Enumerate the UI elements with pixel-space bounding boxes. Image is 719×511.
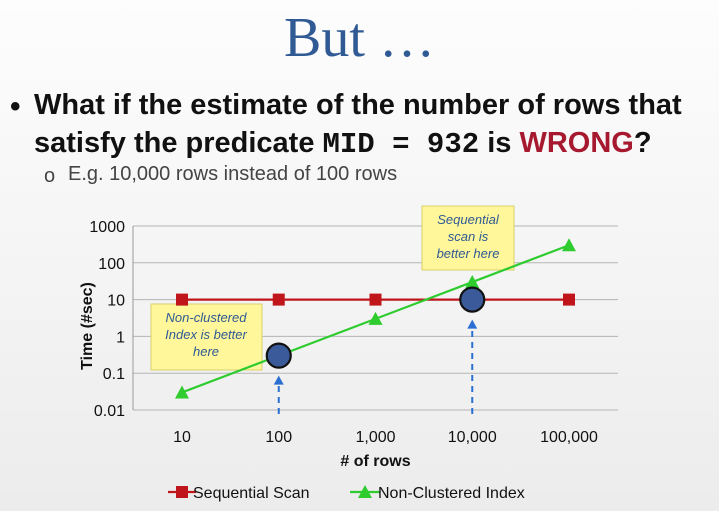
predicate-code: MID = 932	[322, 128, 480, 161]
y-tick-label: 100	[98, 256, 125, 273]
y-tick-label: 1	[116, 329, 125, 346]
legend-marker-sequential	[176, 486, 188, 498]
bullet-marker: •	[10, 90, 21, 123]
x-tick-label: 1,000	[355, 429, 395, 446]
callout-box	[150, 303, 263, 371]
x-tick-label: 10,000	[448, 429, 497, 446]
y-tick-label: 1000	[89, 219, 125, 236]
sub-bullet-marker: o	[44, 165, 56, 187]
callout-text-line: scan is	[448, 229, 489, 244]
sequential-scan-point	[563, 293, 575, 306]
sequential-scan-point	[176, 293, 188, 306]
callout-text-line: better here	[437, 246, 500, 261]
nonclustered-index-point	[175, 385, 189, 399]
arrow-head	[467, 319, 478, 329]
crossover-highlight-point	[459, 286, 486, 313]
sub-bullet: E.g. 10,000 rows instead of 100 rows	[68, 163, 398, 185]
x-tick-label: 10	[173, 429, 191, 446]
nonclustered-index-point	[368, 311, 383, 325]
y-axis-title: Time (#sec)	[79, 282, 96, 370]
x-axis-title: # of rows	[340, 453, 410, 470]
legend-label-sequential: Sequential Scan	[193, 485, 310, 502]
x-tick-label: 100	[265, 429, 292, 446]
callout-text-line: Index is better	[165, 327, 247, 342]
crossover-highlight-point	[265, 342, 292, 369]
nonclustered-index-point	[465, 275, 480, 289]
callout-box	[421, 205, 515, 271]
nonclustered-index-point	[562, 238, 576, 252]
wrong-word: WRONG	[519, 127, 634, 159]
legend: Sequential Scan Non-Clustered Index	[168, 485, 525, 502]
bullet-question-mark: ?	[633, 127, 652, 159]
legend-label-nonclustered: Non-Clustered Index	[378, 485, 525, 502]
series-lines	[175, 238, 576, 399]
x-tick-label: 100,000	[540, 429, 598, 446]
sequential-scan-point	[369, 293, 382, 306]
highlight-points	[265, 286, 486, 369]
callout-text-line: Non-clustered	[166, 310, 248, 325]
tick-labels: 0.01 0.1 1 10 100 1000 10 100 1,000 10,000 100,000	[89, 219, 598, 446]
callout-text-line: Sequential	[437, 212, 500, 227]
callout-text-line: here	[193, 344, 219, 359]
bullet-text-part1: What if the estimate of the number of ro…	[34, 89, 682, 159]
bullet-text-part2: is	[479, 127, 520, 159]
main-bullet: What if the estimate of the number of ro…	[34, 86, 714, 164]
legend-marker-nonclustered	[358, 485, 372, 498]
arrow-head	[273, 375, 284, 385]
y-tick-label: 0.01	[94, 403, 125, 420]
y-tick-label: 10	[107, 293, 125, 310]
y-tick-label: 0.1	[103, 366, 125, 383]
sequential-scan-point	[272, 293, 285, 306]
callouts: Non-clustered Index is better here Sequenti…	[150, 205, 515, 414]
slide-title: But …	[284, 7, 435, 69]
